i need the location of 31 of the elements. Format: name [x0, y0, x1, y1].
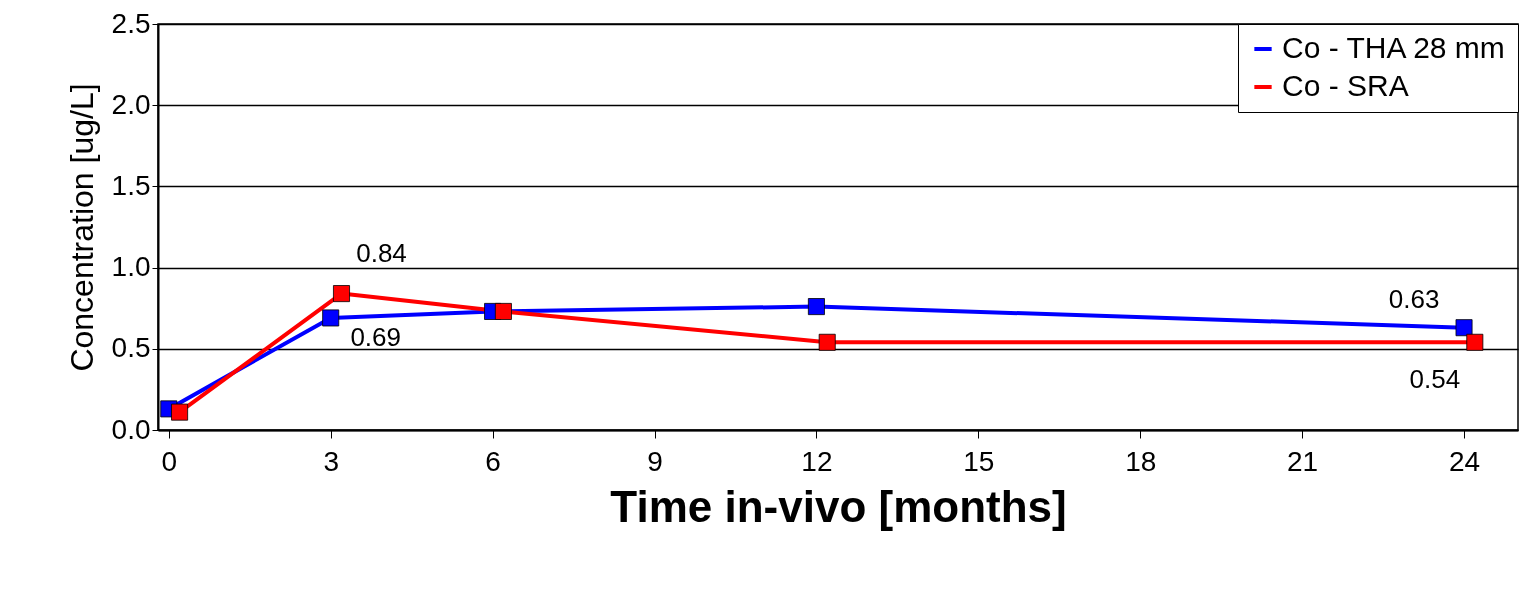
x-tick-label: 21 [1287, 445, 1319, 477]
x-tick-label: 18 [1125, 445, 1157, 477]
x-tick-label: 6 [485, 445, 501, 477]
y-tick-label: 0.0 [111, 413, 151, 445]
data-label: 0.69 [350, 321, 401, 352]
point [494, 302, 512, 320]
x-tick-label: 24 [1448, 445, 1481, 477]
legend-label: Co - SRA [1282, 69, 1409, 102]
point [1455, 319, 1473, 337]
x-tick-label: 0 [161, 445, 178, 477]
data-label: 0.63 [1388, 283, 1440, 314]
x-axis-title: Time in-vivo [months] [610, 481, 1067, 531]
legend-label: Co - THA 28 mm [1282, 31, 1505, 64]
point [807, 298, 825, 316]
y-tick-label: 2.5 [111, 7, 151, 39]
y-tick-label: 0.5 [111, 332, 151, 364]
point [818, 333, 836, 351]
y-axis-title: Concentration [ug/L] [63, 83, 100, 372]
y-tick-label: 1.5 [111, 169, 151, 201]
x-tick-label: 12 [801, 445, 833, 477]
data-label: 0.54 [1409, 364, 1461, 395]
point [322, 309, 340, 327]
y-tick-label: 1.0 [111, 251, 151, 283]
x-tick-label: 3 [323, 445, 339, 477]
point [1466, 333, 1484, 351]
x-tick-label: 15 [963, 445, 995, 477]
y-tick-label: 2.0 [111, 88, 151, 120]
x-tick-label: 9 [647, 445, 663, 477]
point [333, 285, 350, 303]
data-label: 0.84 [356, 237, 407, 268]
point [171, 403, 189, 421]
